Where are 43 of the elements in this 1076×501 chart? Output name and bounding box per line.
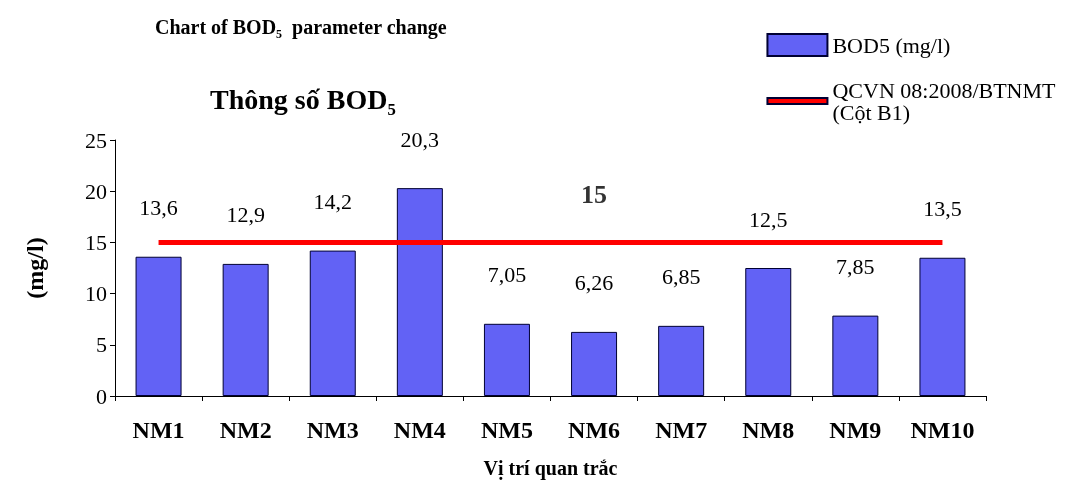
data-label: 7,85 (836, 254, 875, 280)
y-tick-label: 25 (85, 127, 107, 153)
legend-label: QCVN 08:2008/BTNMT (Cột B1) (832, 77, 1061, 125)
bar (135, 256, 182, 396)
x-tick-label: NM2 (219, 417, 272, 443)
x-tick-label: NM7 (655, 417, 708, 443)
bar (571, 331, 618, 396)
x-tick-label: NM1 (132, 417, 185, 443)
data-label: 6,85 (661, 264, 701, 290)
y-axis-title: (mg/l) (22, 237, 48, 299)
x-tick-label: NM3 (306, 417, 359, 443)
bar (832, 315, 879, 396)
data-label: 12,9 (226, 202, 265, 228)
x-tick-label: NM5 (480, 417, 533, 443)
data-label: 20,3 (400, 126, 440, 152)
bar (919, 257, 966, 396)
y-tick-label: 0 (96, 383, 107, 409)
data-label: 14,2 (313, 189, 352, 215)
x-tick-label: NM8 (742, 417, 795, 443)
legend-label: BOD5 (mg/l) (832, 32, 951, 58)
data-label: 6,26 (574, 270, 614, 296)
x-tick-label: NM10 (910, 417, 975, 443)
y-tick-label: 20 (85, 178, 107, 204)
annotation: 15 (581, 179, 608, 209)
bar (396, 188, 443, 396)
y-tick-label: 5 (96, 332, 107, 358)
data-label: 12,5 (749, 206, 788, 232)
y-tick-label: 10 (85, 281, 107, 307)
bar (309, 250, 356, 396)
x-tick-label: NM9 (829, 417, 882, 443)
y-tick-label: 15 (85, 229, 107, 255)
chart-title: Chart of BOD₅ parameter change (155, 16, 447, 39)
bar (483, 323, 530, 396)
bar (222, 263, 269, 396)
bar (658, 325, 705, 396)
x-axis-title: Vị trí quan trắc (483, 457, 618, 480)
x-tick-label: NM6 (568, 417, 621, 443)
x-tick-label: NM4 (393, 417, 446, 443)
bar (745, 268, 792, 396)
data-label: 13,5 (923, 196, 962, 222)
data-label: 7,05 (487, 262, 527, 288)
data-label: 13,6 (139, 195, 178, 221)
chart-subtitle: Thông số BOD₅ (210, 83, 396, 115)
